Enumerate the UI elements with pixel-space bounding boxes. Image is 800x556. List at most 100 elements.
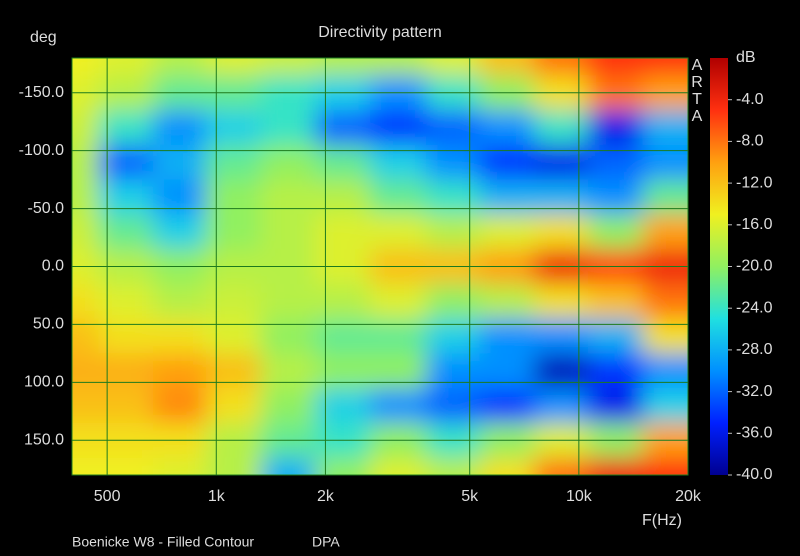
heat-cell: [153, 179, 207, 215]
heat-cell: [534, 353, 589, 389]
heat-cell: [315, 58, 371, 76]
y-tick-label: 100.0: [24, 374, 64, 391]
y-tick-label: 150.0: [24, 431, 64, 448]
heat-cell: [72, 214, 99, 250]
heat-cell: [534, 58, 589, 76]
heat-cell: [479, 110, 535, 146]
heat-cell: [588, 58, 644, 76]
heat-cell: [534, 144, 589, 181]
heat-cell: [153, 144, 207, 181]
heat-cell: [260, 388, 316, 424]
heat-cell: [534, 110, 589, 146]
heat-cell: [153, 318, 207, 354]
heat-cell: [72, 283, 99, 320]
heat-cell: [479, 283, 535, 320]
heat-cell: [588, 179, 644, 215]
watermark: A: [692, 108, 703, 125]
heat-cell: [642, 214, 688, 250]
heat-cell: [588, 353, 644, 389]
footer: DPA: [312, 534, 340, 550]
heat-cell: [72, 58, 99, 76]
heat-cell: [260, 58, 316, 76]
heat-cell: [206, 388, 262, 424]
heat-cell: [426, 353, 481, 389]
heat-cell: [206, 283, 262, 320]
heat-cell: [369, 318, 427, 354]
heat-cell: [369, 353, 427, 389]
heat-cell: [426, 58, 481, 76]
x-axis-label: F(Hz): [642, 512, 682, 529]
heat-cell: [206, 353, 262, 389]
colorbar-tick-label: -4.0: [736, 91, 764, 108]
heat-cell: [98, 214, 154, 250]
heat-cell: [153, 353, 207, 389]
heat-cell: [206, 457, 262, 475]
chart-title: Directivity pattern: [318, 24, 442, 41]
heat-cell: [426, 388, 481, 424]
heat-cell: [642, 318, 688, 354]
heat-cell: [588, 318, 644, 354]
heat-cell: [206, 110, 262, 146]
x-tick-label: 2k: [317, 488, 335, 505]
heat-cell: [588, 283, 644, 320]
footer: Boenicke W8 - Filled Contour: [72, 534, 254, 550]
heat-cell: [642, 144, 688, 181]
heat-cell: [98, 283, 154, 320]
heat-cell: [426, 179, 481, 215]
colorbar-tick-label: -24.0: [736, 299, 773, 316]
heat-cell: [588, 214, 644, 250]
heat-cell: [426, 214, 481, 250]
heat-cell: [98, 388, 154, 424]
x-tick-label: 10k: [566, 488, 593, 505]
heat-cell: [206, 58, 262, 76]
heat-cell: [153, 283, 207, 320]
heat-cell: [369, 388, 427, 424]
heat-cell: [153, 457, 207, 475]
heat-cell: [642, 110, 688, 146]
heat-cell: [426, 283, 481, 320]
colorbar-tick-label: -36.0: [736, 425, 773, 442]
x-tick-label: 500: [94, 488, 121, 505]
colorbar-tick-label: -8.0: [736, 133, 764, 150]
heat-cell: [206, 214, 262, 250]
colorbar-tick-label: -20.0: [736, 258, 773, 275]
heat-cell: [260, 179, 316, 215]
heat-cell: [479, 214, 535, 250]
heat-cell: [206, 318, 262, 354]
y-tick-label: -100.0: [19, 142, 64, 159]
colorbar-tick-label: -32.0: [736, 383, 773, 400]
heat-cell: [534, 318, 589, 354]
heat-cell: [642, 353, 688, 389]
heat-cell: [479, 353, 535, 389]
colorbar-label: dB: [736, 49, 756, 66]
heat-cell: [369, 214, 427, 250]
heat-cell: [426, 144, 481, 181]
colorbar-tick-label: -40.0: [736, 466, 773, 483]
heat-cell: [260, 318, 316, 354]
heat-cell: [98, 457, 154, 475]
heat-cell: [153, 214, 207, 250]
heat-cell: [315, 179, 371, 215]
heat-cell: [315, 388, 371, 424]
heat-cell: [479, 318, 535, 354]
heat-cell: [426, 110, 481, 146]
heat-cell: [642, 388, 688, 424]
y-axis-label: deg: [30, 29, 57, 46]
heat-cell: [72, 388, 99, 424]
heat-cell: [534, 388, 589, 424]
heat-cell: [479, 144, 535, 181]
y-tick-label: 0.0: [42, 258, 64, 275]
heat-cell: [260, 110, 316, 146]
heat-cell: [260, 283, 316, 320]
heat-cell: [642, 58, 688, 76]
heat-cell: [588, 388, 644, 424]
heat-cell: [534, 283, 589, 320]
heat-cell: [206, 179, 262, 215]
colorbar-tick-label: -16.0: [736, 216, 773, 233]
heat-cell: [153, 58, 207, 76]
heat-cell: [260, 353, 316, 389]
heat-cell: [534, 179, 589, 215]
heat-cell: [588, 110, 644, 146]
x-tick-label: 5k: [461, 488, 479, 505]
